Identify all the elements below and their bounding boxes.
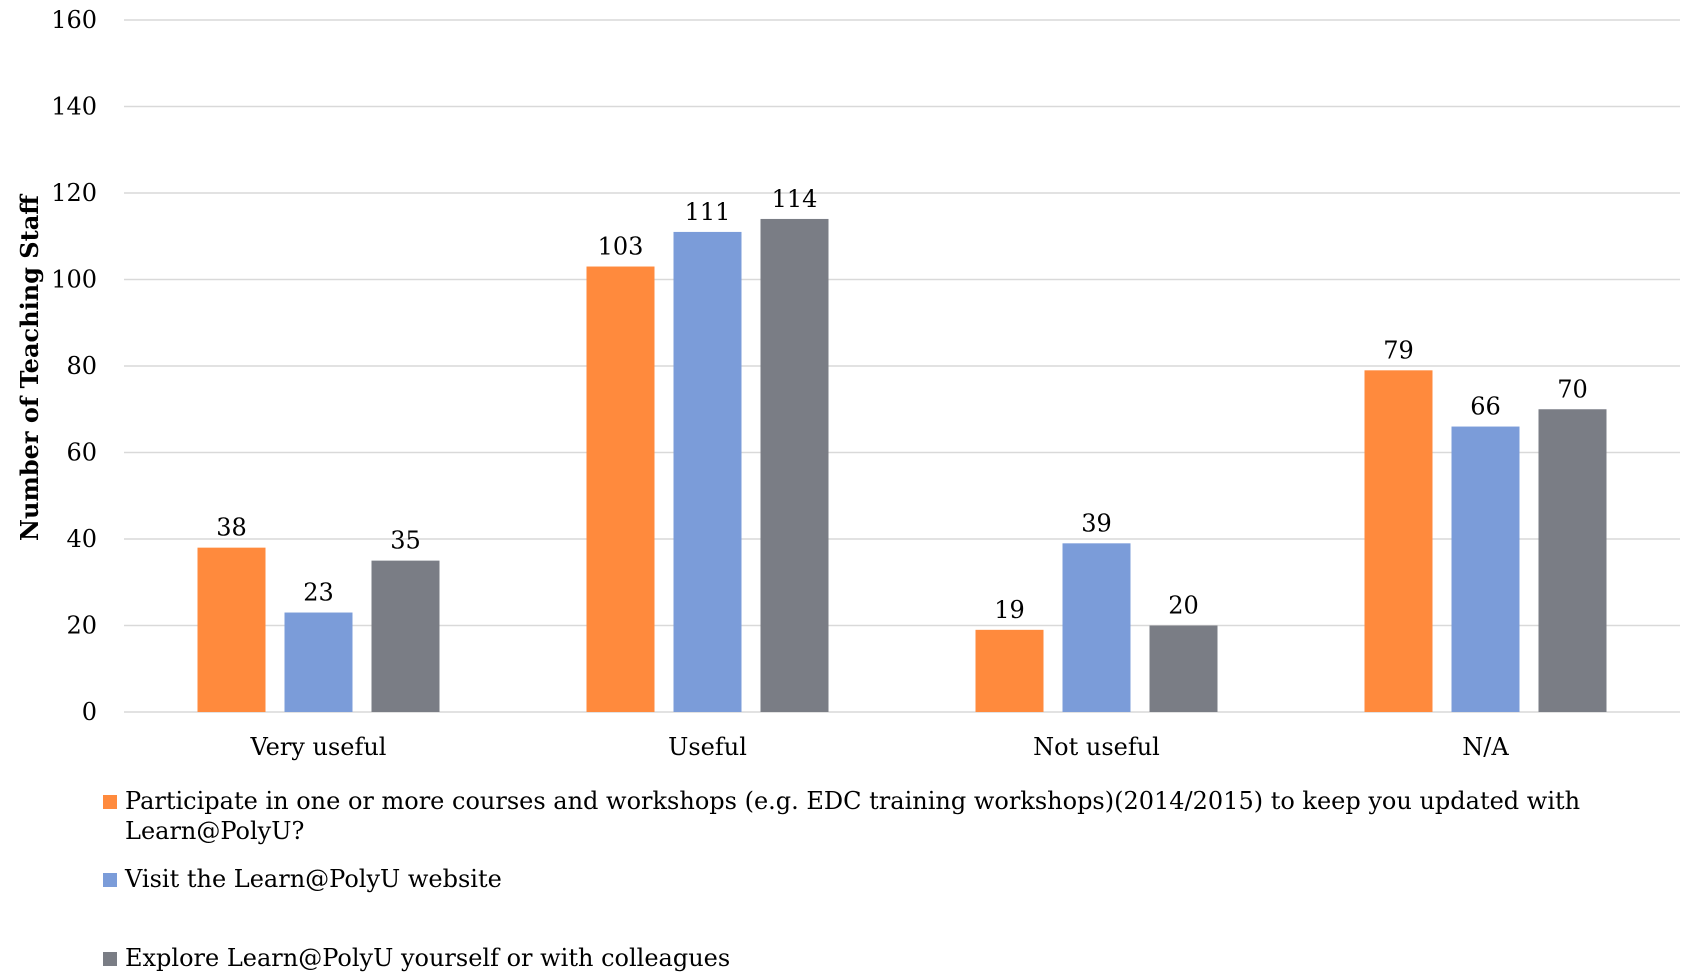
data-label: 19: [994, 596, 1025, 624]
data-labels: 38 23 35 103 111 114 19 39 20 79 66 70: [216, 185, 1588, 624]
bar-not-useful-series-3: [1149, 625, 1218, 712]
data-label: 35: [390, 527, 421, 555]
legend-label: Participate in one or more courses and w…: [125, 787, 1581, 845]
data-label: 20: [1168, 592, 1199, 620]
data-label: 23: [303, 579, 334, 607]
x-tick-label: Useful: [668, 733, 747, 761]
y-axis-title: Number of Teaching Staff: [15, 194, 44, 541]
x-tick-label: N/A: [1462, 733, 1509, 761]
bar-very-useful-series-1: [197, 547, 266, 712]
x-tick-label: Not useful: [1033, 733, 1160, 761]
legend-item-website: Visit the Learn@PolyU website: [103, 864, 502, 894]
legend-swatch: [103, 873, 117, 887]
data-label: 114: [772, 185, 818, 213]
bar-n-a-series-3: [1538, 409, 1607, 712]
legend-label: Explore Learn@PolyU yourself or with col…: [125, 944, 731, 972]
y-tick-label: 120: [51, 179, 97, 207]
y-tick-label: 80: [66, 352, 97, 380]
data-label: 39: [1081, 509, 1112, 537]
bar-very-useful-series-2: [284, 612, 353, 712]
bar-useful-series-3: [760, 218, 829, 712]
y-tick-label: 40: [66, 525, 97, 553]
legend-label: Visit the Learn@PolyU website: [125, 865, 502, 893]
legend-item-explore: Explore Learn@PolyU yourself or with col…: [103, 943, 730, 973]
bars: [197, 218, 1607, 713]
bar-n-a-series-1: [1364, 370, 1433, 712]
legend-swatch: [103, 795, 117, 809]
data-label: 70: [1557, 375, 1588, 403]
data-label: 79: [1383, 336, 1414, 364]
data-label: 66: [1470, 393, 1501, 421]
data-label: 38: [216, 514, 247, 542]
bar-not-useful-series-1: [975, 629, 1044, 712]
y-tick-label: 100: [51, 266, 97, 294]
legend-item-courses-workshops: Participate in one or more courses and w…: [103, 786, 1645, 846]
bar-n-a-series-2: [1451, 426, 1520, 712]
gridlines: [124, 19, 1680, 713]
bar-useful-series-2: [673, 231, 742, 713]
bar-not-useful-series-2: [1062, 543, 1131, 712]
y-tick-label: 60: [66, 439, 97, 467]
y-tick-label: 160: [51, 6, 97, 34]
bar-very-useful-series-3: [371, 560, 440, 712]
y-tick-label: 20: [66, 612, 97, 640]
bar-useful-series-1: [586, 266, 655, 712]
x-axis-ticks: Very useful Useful Not useful N/A: [250, 733, 1510, 761]
y-axis-ticks: 0 20 40 60 80 100 120 140 160: [51, 6, 97, 726]
y-tick-label: 0: [82, 698, 97, 726]
y-tick-label: 140: [51, 93, 97, 121]
data-label: 103: [598, 233, 644, 261]
x-tick-label: Very useful: [250, 733, 387, 761]
data-label: 111: [685, 198, 731, 226]
legend-swatch: [103, 952, 117, 966]
